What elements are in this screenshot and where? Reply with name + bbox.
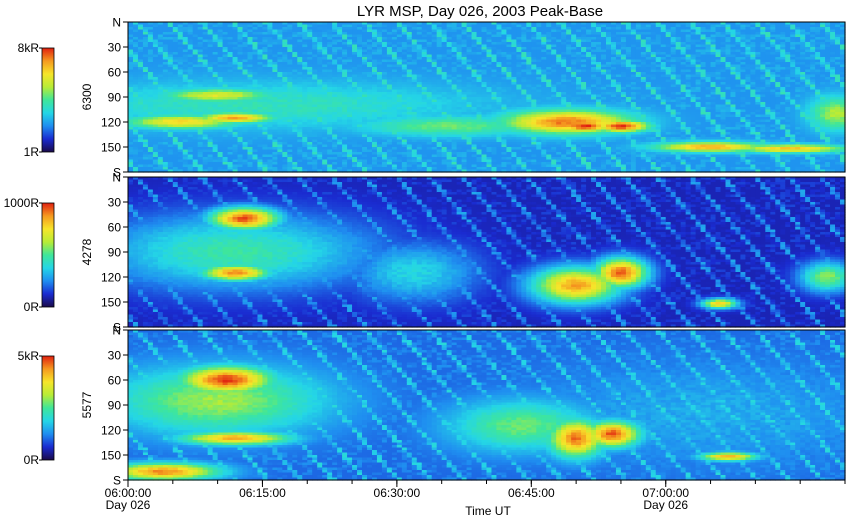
keogram-panels: [128, 22, 846, 481]
keogram-panel-6300: [128, 22, 846, 173]
chart-title: LYR MSP, Day 026, 2003 Peak-Base: [357, 3, 603, 20]
